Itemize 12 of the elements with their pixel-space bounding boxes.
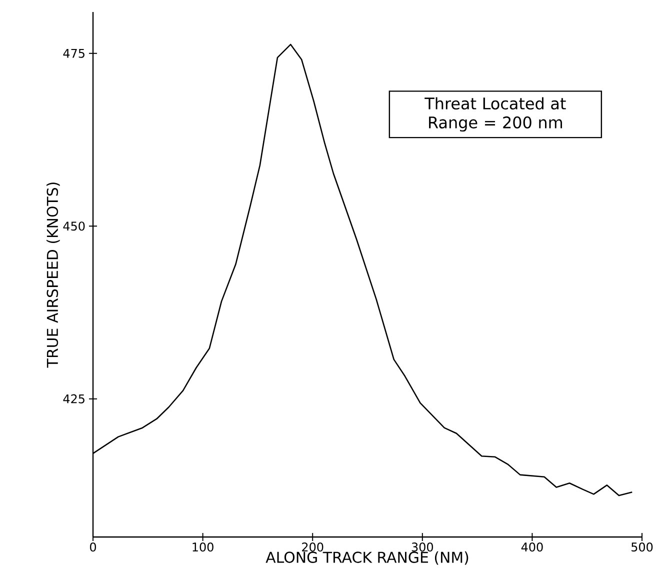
x-tick-label: 200 [302,542,324,552]
y-axis-title: TRUE AIRSPEED (KNOTS) [46,182,60,368]
x-tick-label: 0 [90,542,96,552]
y-tick-label: 425 [63,394,84,404]
x-tick-label: 100 [192,542,214,552]
annotation: Threat Located at Range = 200 nm [424,97,566,132]
x-axis-title: ALONG TRACK RANGE (NM) [266,551,468,565]
x-tick-label: 400 [521,542,543,552]
y-tick-label: 475 [63,48,84,58]
y-tick-label: 450 [63,222,85,231]
x-tick-label: 500 [632,542,653,552]
x-tick-label: 300 [412,542,434,552]
